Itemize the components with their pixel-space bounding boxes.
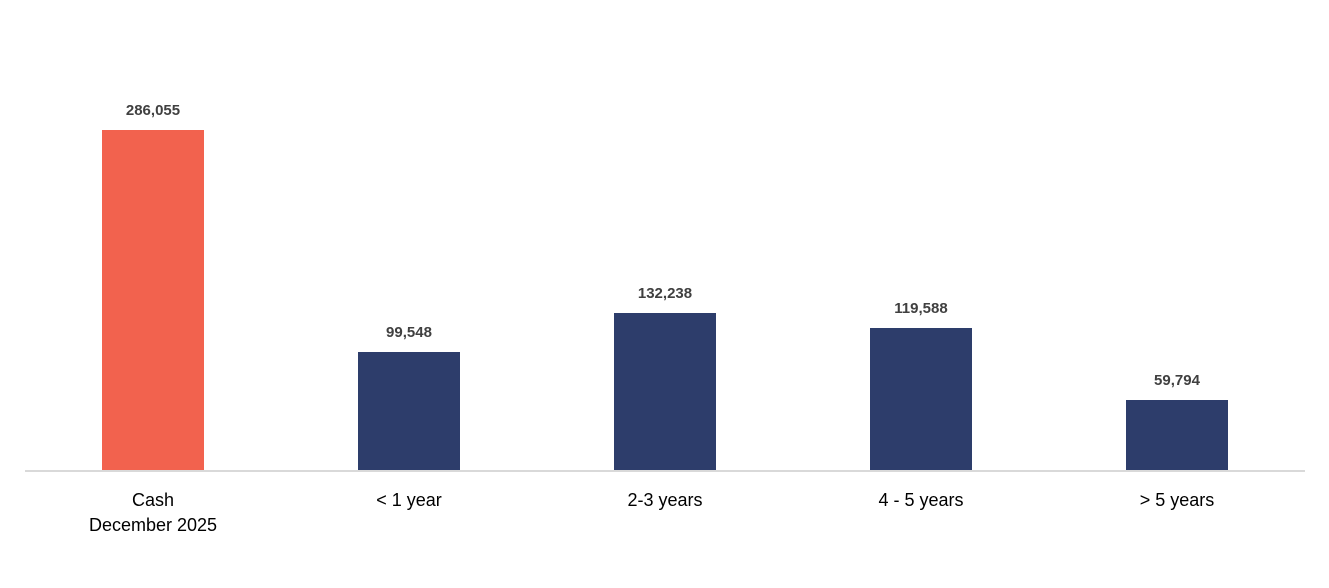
x-axis-category-label: 2-3 years	[537, 488, 793, 538]
x-axis-category-label-line: 4 - 5 years	[878, 490, 964, 510]
x-axis-category-label: < 1 year	[281, 488, 537, 538]
bar	[102, 130, 204, 471]
bar	[870, 328, 972, 471]
x-axis-category-label-line: < 1 year	[376, 490, 442, 510]
x-axis-category-label-line: December 2025	[88, 515, 218, 535]
plot-area: 286,055 99,548 132,238 119,588 59,794	[25, 0, 1305, 471]
bar-value-label: 59,794	[1154, 372, 1200, 389]
x-axis-line	[25, 470, 1305, 472]
bar-slot: 119,588	[793, 0, 1049, 471]
bar	[358, 352, 460, 471]
bar-slot: 286,055	[25, 0, 281, 471]
bar-slot: 99,548	[281, 0, 537, 471]
bar-value-label: 132,238	[637, 285, 693, 302]
bar	[1126, 400, 1228, 471]
x-axis-category-label: Cash December 2025	[25, 488, 281, 538]
bar-value-label: 286,055	[125, 102, 181, 119]
bar-value-label: 119,588	[894, 300, 948, 317]
bar-value-label: 99,548	[386, 324, 432, 341]
bar-slot: 132,238	[537, 0, 793, 471]
bar-slot: 59,794	[1049, 0, 1305, 471]
x-axis-category-label: > 5 years	[1049, 488, 1305, 538]
x-axis-category-label-line: Cash	[131, 490, 175, 510]
bar	[614, 313, 716, 471]
x-axis-category-label-line: > 5 years	[1139, 490, 1215, 510]
x-axis-category-label-line: 2-3 years	[627, 490, 703, 510]
x-axis-category-row: Cash December 2025 < 1 year 2-3 years 4 - 5 …	[25, 488, 1305, 538]
x-axis-category-label: 4 - 5 years	[793, 488, 1049, 538]
